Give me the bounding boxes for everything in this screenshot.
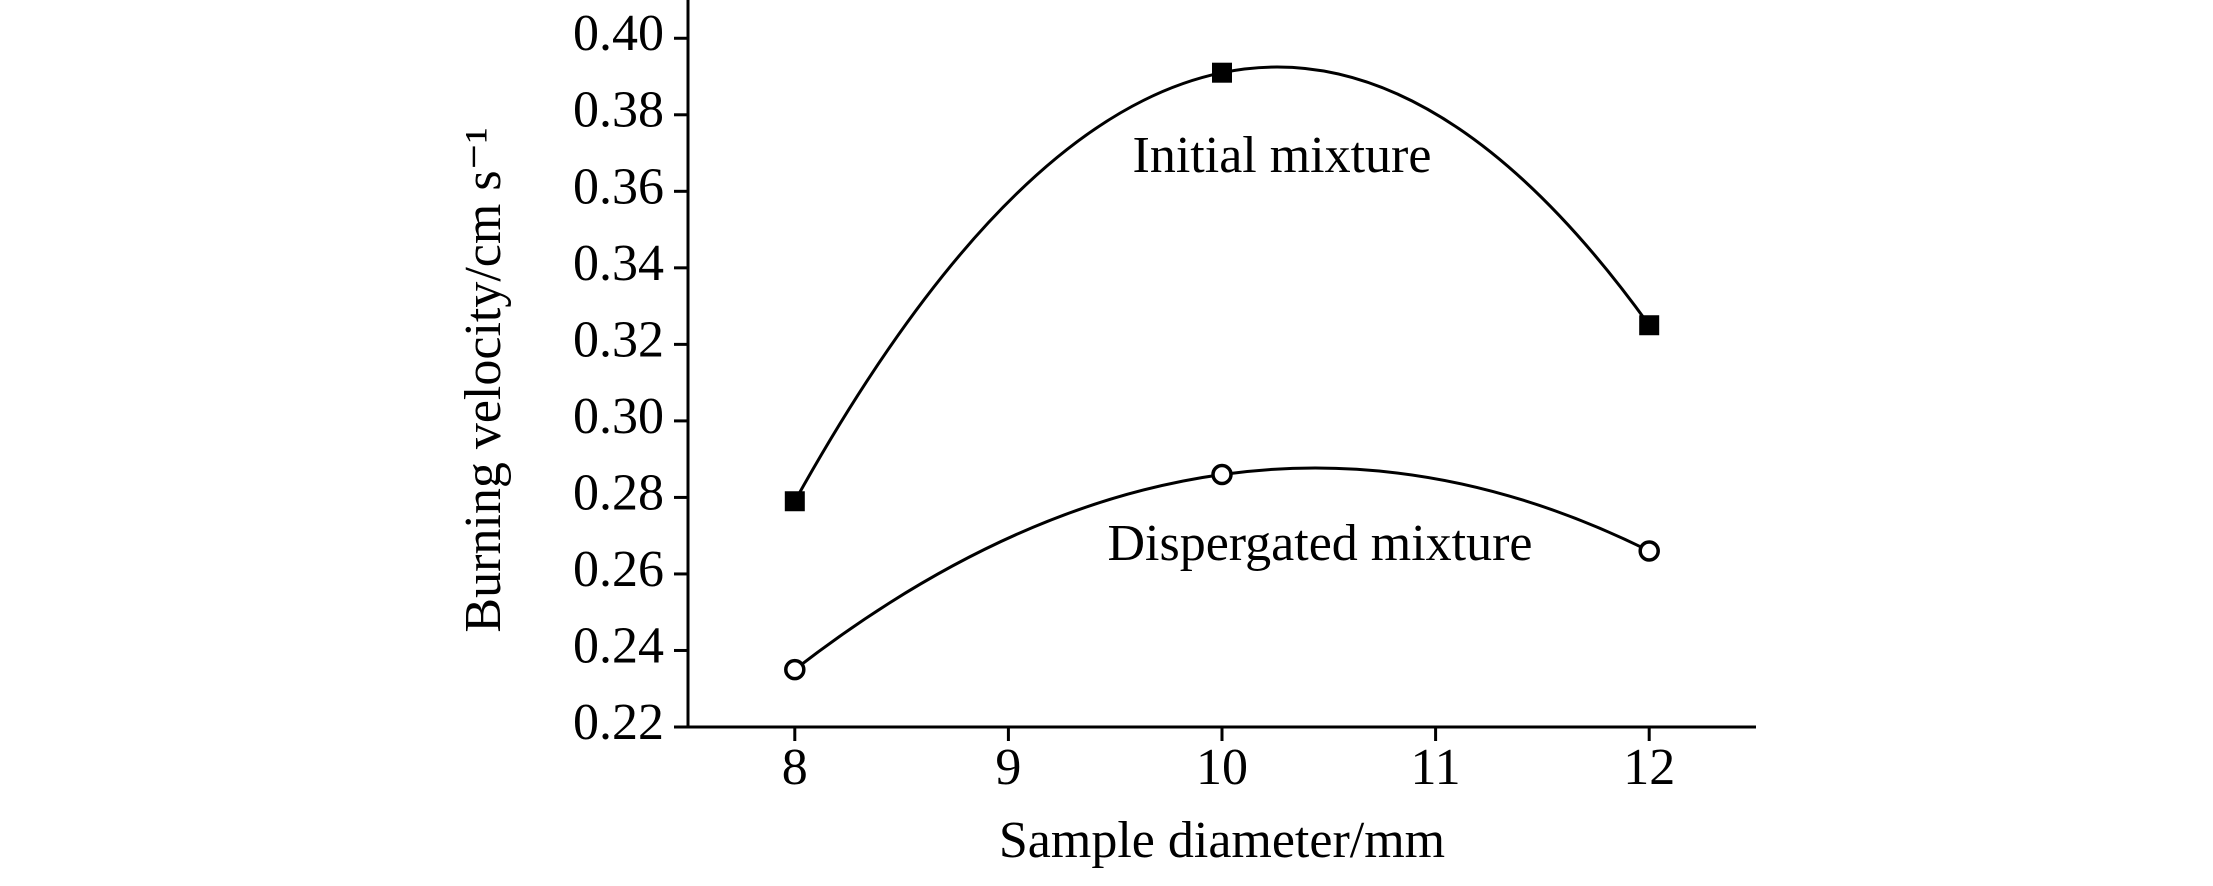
marker (1211, 463, 1233, 486)
y-tick-label: 0.24 (573, 617, 664, 674)
marker (1212, 62, 1232, 83)
x-tick-label: 8 (782, 739, 808, 796)
y-tick-label: 0.32 (573, 311, 664, 368)
marker (784, 491, 805, 512)
y-tick-label: 0.34 (573, 235, 664, 292)
marker (784, 658, 806, 681)
y-tick-label: 0.40 (573, 5, 664, 62)
y-tick-label: 0.30 (573, 388, 664, 445)
x-axis-label: Sample diameter/mm (999, 812, 1445, 869)
marker (1638, 540, 1660, 562)
y-tick-label: 0.22 (573, 694, 664, 751)
series-annotation: Initial mixture (1133, 127, 1432, 184)
y-axis-label: Burning velocity/cm s⁻¹ (455, 127, 512, 632)
y-tick-label: 0.26 (573, 541, 664, 598)
x-tick-label: 11 (1411, 739, 1461, 796)
y-tick-label: 0.36 (573, 158, 664, 215)
x-tick-label: 12 (1623, 739, 1675, 796)
x-tick-label: 9 (995, 739, 1021, 796)
marker (1639, 315, 1660, 336)
x-tick-label: 10 (1196, 739, 1248, 796)
y-tick-label: 0.28 (573, 464, 664, 521)
y-tick-label: 0.38 (573, 82, 664, 139)
series-annotation: Dispergated mixture (1107, 515, 1532, 572)
